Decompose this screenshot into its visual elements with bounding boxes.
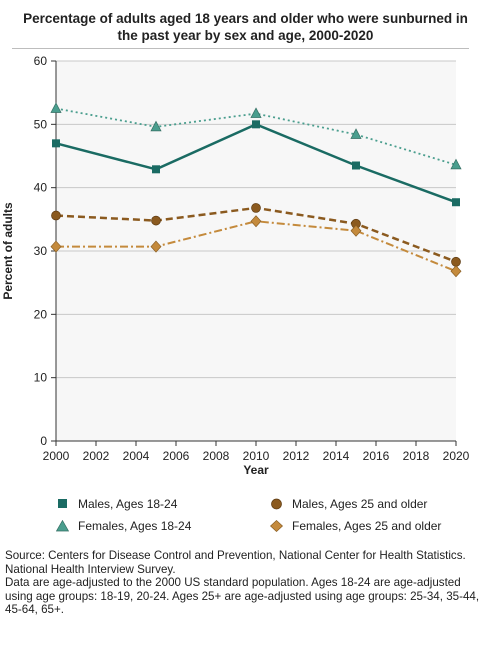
data-point-males-18-24	[352, 161, 360, 170]
line-chart: 0 10 20 30 40 50 60 2000 2002 2004 2006 2008 2010 201…	[1, 54, 470, 477]
legend-label: Females, Ages 18-24	[78, 519, 192, 533]
data-point-females-25-older	[150, 240, 162, 253]
x-tick-label: 2002	[83, 449, 110, 463]
methodology-note: Data are age-adjusted to the 2000 US sta…	[5, 576, 480, 616]
y-tick-label: 40	[34, 181, 48, 195]
title-divider	[12, 48, 469, 49]
data-point-females-18-24	[450, 158, 462, 170]
data-point-females-18-24	[150, 120, 162, 132]
circle-marker-icon	[271, 498, 282, 510]
x-tick-label: 2004	[123, 449, 150, 463]
x-tick-label: 2016	[363, 449, 390, 463]
x-tick-label: 2012	[283, 449, 310, 463]
y-axis-title: Percent of adults	[1, 202, 15, 300]
y-tick-label: 20	[34, 307, 48, 321]
y-tick-label: 60	[34, 54, 48, 68]
legend-label: Males, Ages 25 and older	[292, 497, 428, 511]
data-point-females-18-24	[250, 107, 262, 118]
x-tick-label: 2000	[43, 449, 70, 463]
data-point-males-25-older	[151, 215, 161, 226]
x-tick-label: 2006	[163, 449, 190, 463]
data-point-males-18-24	[252, 120, 260, 129]
y-tick-label: 0	[40, 434, 47, 448]
x-tick-label: 2014	[323, 449, 350, 463]
x-tick-label: 2008	[203, 449, 230, 463]
data-point-males-25-older	[251, 203, 261, 213]
square-marker-icon	[58, 499, 67, 508]
y-tick-label: 30	[34, 244, 48, 258]
data-point-females-18-24	[50, 102, 62, 113]
legend-label: Females, Ages 25 and older	[292, 519, 442, 533]
x-tick-label: 2020	[443, 449, 470, 463]
x-tick-label: 2010	[243, 449, 270, 463]
y-tick-label: 10	[34, 371, 48, 385]
legend-label: Males, Ages 18-24	[78, 497, 178, 511]
legend-item-males-25-older: Males, Ages 25 and older	[270, 497, 427, 511]
data-point-females-25-older	[250, 215, 262, 228]
data-point-males-18-24	[152, 165, 160, 174]
data-point-females-25-older	[50, 240, 62, 253]
data-point-females-25-older	[350, 224, 362, 237]
source-note: Source: Centers for Disease Control and …	[5, 549, 487, 617]
legend-item-females-18-24: Females, Ages 18-24	[56, 519, 191, 533]
data-point-females-18-24	[350, 128, 362, 139]
legend-item-females-25-older: Females, Ages 25 and older	[270, 519, 441, 533]
data-point-males-25-older	[451, 256, 461, 267]
y-tick-label: 50	[34, 117, 48, 131]
source-citation: Source: Centers for Disease Control and …	[5, 549, 466, 576]
chart-title: Percentage of adults aged 18 years and o…	[23, 11, 468, 43]
x-axis-title: Year	[243, 463, 269, 477]
data-point-males-18-24	[452, 198, 460, 207]
data-point-males-18-24	[52, 139, 60, 148]
x-tick-label: 2018	[403, 449, 430, 463]
data-point-females-25-older	[450, 265, 462, 278]
data-point-males-25-older	[51, 210, 61, 221]
triangle-marker-icon	[56, 520, 70, 532]
diamond-marker-icon	[270, 520, 284, 532]
legend-item-males-18-24: Males, Ages 18-24	[56, 497, 177, 511]
